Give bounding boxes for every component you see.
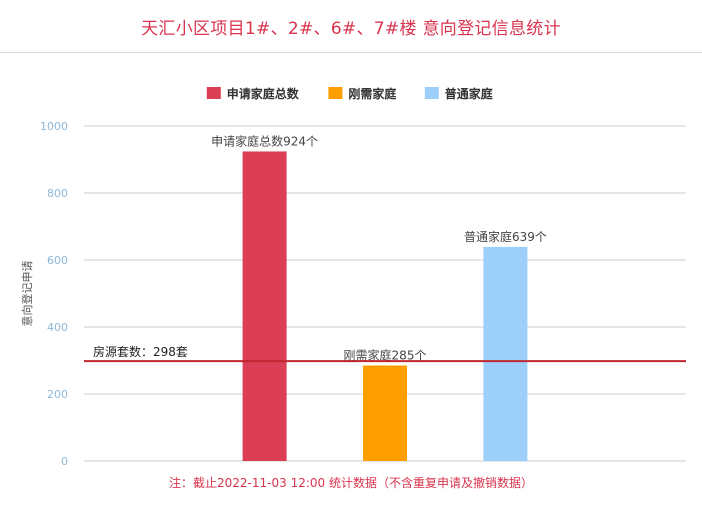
y-tick-label: 400 <box>47 321 68 334</box>
legend-swatch-3[interactable] <box>424 87 439 99</box>
chart-header: 天汇小区项目1#、2#、6#、7#楼 意向登记信息统计 <box>0 0 702 53</box>
legend-label-2[interactable]: 刚需家庭 <box>348 86 396 101</box>
bar-3[interactable] <box>483 246 528 461</box>
y-tick-label: 0 <box>61 455 68 468</box>
legend-label-1[interactable]: 申请家庭总数 <box>227 86 300 101</box>
legend-swatch-2[interactable] <box>328 87 343 99</box>
chart-title: 天汇小区项目1#、2#、6#、7#楼 意向登记信息统计 <box>141 18 561 39</box>
reference-line: 房源套数：298套 <box>84 344 686 363</box>
data-label-2: 刚需家庭285个 <box>344 348 427 363</box>
y-tick-label: 600 <box>47 254 68 267</box>
bars[interactable] <box>242 151 528 461</box>
y-tick-label: 1000 <box>40 120 68 133</box>
bar-1[interactable] <box>242 151 287 461</box>
bar-2[interactable] <box>363 365 407 461</box>
y-axis-label: 意向登记申请 <box>20 261 34 327</box>
legend-label-3[interactable]: 普通家庭 <box>445 86 493 101</box>
chart-area: 申请家庭总数 刚需家庭 普通家庭 0 200 400 600 800 1000 意向登记申请 … <box>0 53 702 507</box>
legend-swatch-1[interactable] <box>206 87 221 99</box>
data-label-1: 申请家庭总数924个 <box>211 133 318 148</box>
footer-note: 注：截止2022-11-03 12:00 统计数据（不含重复申请及撤销数据） <box>169 475 533 490</box>
y-tick-label: 800 <box>47 187 68 200</box>
data-label-3: 普通家庭639个 <box>464 229 547 244</box>
y-tick-label: 200 <box>47 388 68 401</box>
reference-line-label: 房源套数：298套 <box>93 344 188 359</box>
y-axis-ticks: 0 200 400 600 800 1000 <box>40 120 68 468</box>
legend[interactable]: 申请家庭总数 刚需家庭 普通家庭 <box>206 86 493 101</box>
grid-lines <box>84 125 686 462</box>
